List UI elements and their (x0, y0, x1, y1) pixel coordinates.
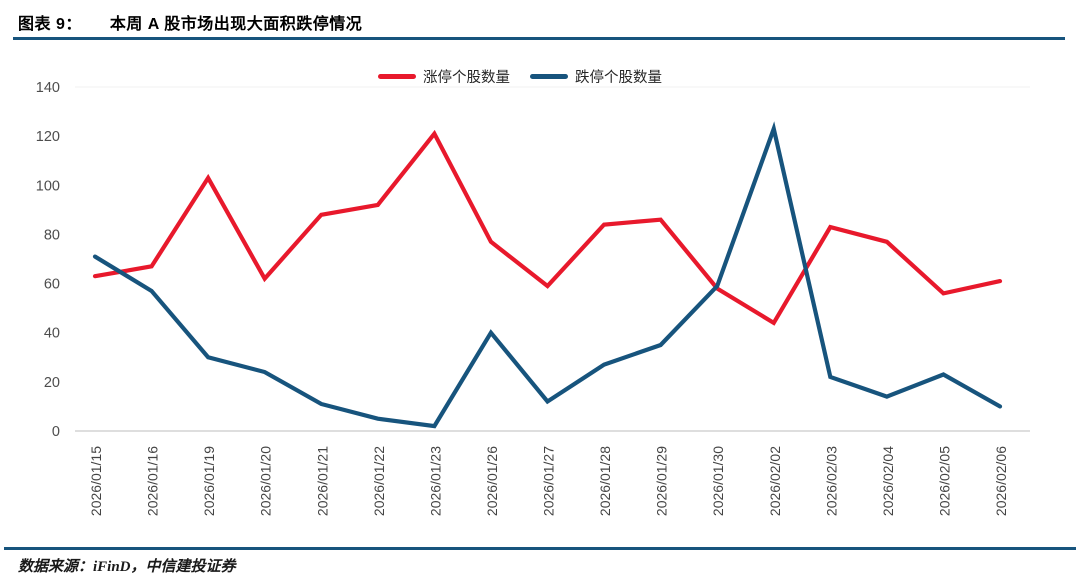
x-tick-label: 2026/02/05 (936, 446, 952, 516)
x-tick-label: 2026/01/19 (201, 446, 217, 516)
x-tick-label: 2026/01/22 (371, 446, 387, 516)
x-tick-label: 2026/01/20 (258, 446, 274, 516)
legend-item-limit-up: 涨停个股数量 (378, 66, 510, 87)
chart-legend: 涨停个股数量 跌停个股数量 (0, 66, 1040, 87)
y-tick-label: 140 (36, 80, 60, 96)
footer-divider (4, 547, 1076, 550)
legend-label-limit-down: 跌停个股数量 (575, 70, 662, 86)
x-tick-label: 2026/01/23 (427, 446, 443, 516)
y-tick-label: 80 (44, 227, 60, 243)
x-tick-label: 2026/01/16 (145, 446, 161, 516)
x-tick-label: 2026/01/28 (597, 446, 613, 516)
y-tick-label: 20 (44, 375, 60, 391)
legend-swatch-limit-up (378, 74, 416, 79)
legend-item-limit-down: 跌停个股数量 (530, 66, 662, 87)
chart-header: 图表 9： 本周 A 股市场出现大面积跌停情况 (18, 10, 362, 34)
x-tick-label: 2026/02/02 (767, 446, 783, 516)
x-tick-label: 2026/01/26 (484, 446, 500, 516)
x-tick-label: 2026/01/15 (88, 446, 104, 516)
data-source: 数据来源：iFinD，中信建投证券 (18, 559, 236, 575)
y-tick-label: 100 (36, 178, 60, 194)
x-tick-label: 2026/01/30 (710, 446, 726, 516)
chart-number-label: 图表 9： (18, 16, 82, 33)
legend-swatch-limit-down (530, 74, 568, 79)
x-tick-label: 2026/01/27 (541, 446, 557, 516)
header-divider (13, 37, 1065, 40)
chart-title: 本周 A 股市场出现大面积跌停情况 (109, 16, 363, 33)
x-tick-label: 2026/01/29 (654, 446, 670, 516)
y-tick-label: 60 (44, 277, 60, 293)
y-tick-label: 120 (36, 129, 60, 145)
y-tick-label: 0 (52, 424, 60, 440)
y-tick-label: 40 (44, 326, 60, 342)
limit-up-line (92, 129, 1003, 326)
x-tick-label: 2026/02/03 (823, 446, 839, 516)
limit-down-line (92, 121, 1003, 429)
legend-label-limit-up: 涨停个股数量 (423, 70, 510, 86)
x-tick-label: 2026/01/21 (314, 446, 330, 516)
x-tick-label: 2026/02/04 (880, 446, 896, 516)
x-tick-label: 2026/02/06 (993, 446, 1009, 516)
